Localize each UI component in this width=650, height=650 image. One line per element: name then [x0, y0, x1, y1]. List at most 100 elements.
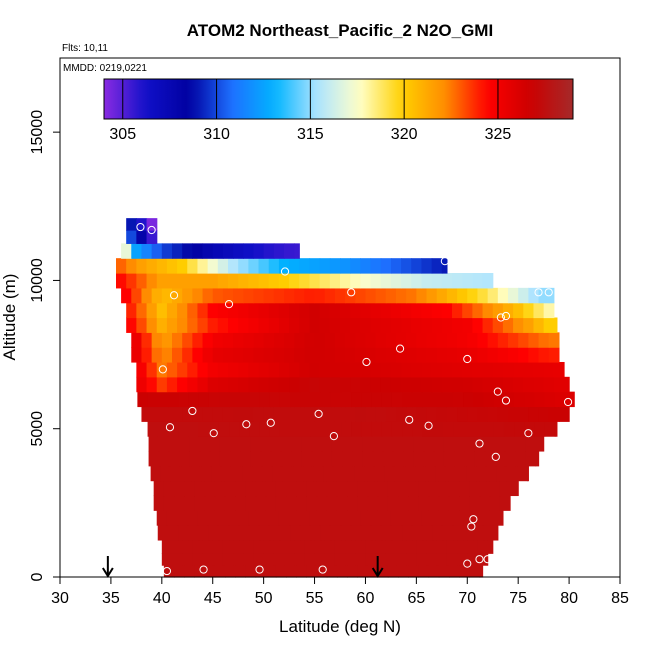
heatmap-cell	[527, 465, 529, 482]
heatmap-cell	[202, 406, 214, 422]
sample-point	[329, 432, 338, 441]
heatmap-cell	[270, 450, 282, 467]
heatmap-cell	[310, 391, 322, 408]
heatmap-cell	[204, 480, 216, 497]
heatmap-cell	[365, 553, 377, 566]
heatmap-cell	[457, 406, 468, 422]
heatmap-cell	[515, 450, 526, 467]
heatmap-cell	[340, 376, 351, 393]
heatmap-cell	[324, 287, 336, 304]
heatmap-cell	[242, 465, 254, 482]
heatmap-cell	[381, 391, 393, 408]
heatmap-cell	[222, 347, 234, 363]
heatmap-cell	[423, 450, 435, 467]
sample-point	[534, 288, 543, 297]
heatmap-cell	[311, 450, 323, 467]
heatmap-cell	[492, 302, 504, 319]
heatmap-cell	[431, 258, 443, 274]
heatmap-cell	[166, 361, 178, 378]
heatmap-cell	[528, 287, 540, 304]
heatmap-cell	[482, 317, 494, 333]
heatmap-cell	[533, 376, 545, 393]
heatmap-cell	[253, 332, 265, 348]
heatmap-cell	[207, 361, 219, 378]
heatmap-row	[126, 230, 158, 244]
heatmap-cell	[146, 302, 158, 319]
heatmap-cell	[269, 391, 281, 408]
sample-point	[169, 291, 179, 300]
heatmap-cell	[538, 347, 550, 363]
heatmap-cell	[248, 258, 260, 274]
heatmap-cell	[202, 332, 214, 348]
heatmap-cell	[411, 273, 423, 289]
heatmap-cell	[243, 553, 255, 566]
heatmap-cell	[385, 347, 397, 363]
heatmap-cell	[324, 347, 336, 363]
heatmap-cell	[284, 347, 295, 363]
heatmap-cell	[141, 243, 153, 259]
heatmap-cell	[301, 436, 313, 452]
heatmap-cell	[364, 465, 376, 482]
heatmap-cell	[306, 565, 318, 578]
heatmap-cell	[372, 450, 384, 467]
heatmap-cell	[146, 361, 158, 378]
heatmap-cell	[238, 317, 249, 333]
heatmap-cell	[462, 273, 473, 289]
heatmap-cell	[446, 287, 458, 304]
heatmap-cell	[316, 565, 328, 578]
heatmap-cell	[334, 332, 346, 348]
heatmap-cell	[443, 450, 455, 467]
heatmap-cell	[167, 391, 179, 408]
heatmap-cell	[268, 302, 280, 319]
heatmap-cell	[513, 361, 524, 378]
heatmap-row	[153, 480, 519, 497]
heatmap-cell	[357, 480, 369, 497]
heatmap-cell	[161, 332, 173, 348]
heatmap-cell	[157, 421, 169, 437]
heatmap-cell	[273, 406, 285, 422]
heatmap-cell	[214, 495, 226, 511]
heatmap-cell	[235, 480, 246, 497]
sample-point	[188, 406, 197, 416]
heatmap-cell	[265, 480, 277, 497]
heatmap-cell	[483, 525, 495, 541]
flights-label: Flts: 10,11	[62, 43, 108, 54]
x-tick-label: 60	[357, 590, 375, 607]
heatmap-cell	[208, 525, 220, 541]
heatmap-cell	[192, 406, 204, 422]
heatmap-cell	[436, 287, 448, 304]
heatmap-cell	[401, 302, 412, 319]
heatmap-cell	[202, 287, 214, 304]
heatmap-cell	[423, 436, 435, 452]
heatmap-cell	[320, 391, 332, 408]
heatmap-row	[116, 258, 448, 274]
heatmap-cell	[146, 376, 158, 393]
heatmap-cell	[472, 317, 484, 333]
heatmap-cell	[172, 332, 183, 348]
heatmap-cell	[489, 480, 501, 497]
heatmap-cell	[197, 376, 209, 393]
heatmap-cell	[350, 361, 361, 378]
heatmap-cell	[513, 376, 524, 393]
heatmap-row	[153, 495, 511, 511]
heatmap-row	[121, 287, 555, 304]
heatmap-cell	[411, 317, 423, 333]
heatmap-cell	[166, 258, 178, 274]
heatmap-cell	[265, 495, 277, 511]
heatmap-cell	[222, 553, 234, 566]
heatmap-cell	[243, 347, 255, 363]
heatmap-cell	[228, 376, 239, 393]
heatmap-cell	[350, 273, 361, 289]
heatmap-cell	[396, 347, 407, 363]
heatmap-cell	[422, 391, 434, 408]
heatmap-cell	[161, 243, 173, 259]
heatmap-cell	[406, 287, 417, 304]
heatmap-row	[157, 525, 499, 541]
sample-point	[280, 267, 290, 276]
heatmap-cell	[380, 258, 392, 274]
heatmap-cell	[161, 406, 173, 422]
heatmap-row	[150, 465, 529, 482]
heatmap-cell	[141, 287, 153, 304]
heatmap-cell	[303, 465, 315, 482]
